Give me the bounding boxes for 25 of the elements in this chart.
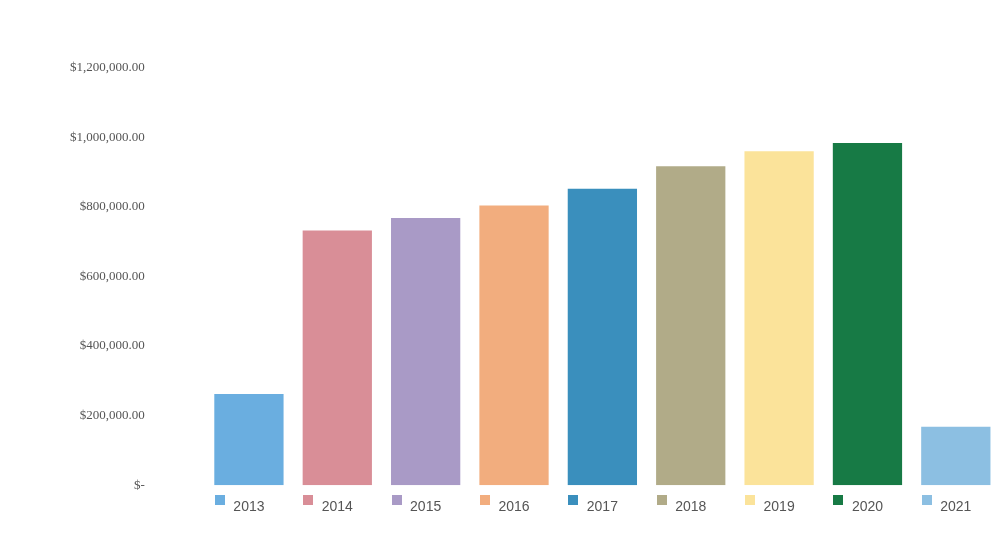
bar [567,188,638,486]
x-tick-label: 2015 [410,498,442,515]
bar [921,426,991,486]
y-tick-label: $1,000,000.00 [70,128,145,144]
x-tick-label: 2019 [763,498,795,515]
x-tick-label: 2017 [586,498,619,515]
bar [391,218,461,486]
x-tick-label: 2016 [498,498,530,515]
x-tick-label: 2018 [675,498,707,515]
y-tick-label: $200,000.00 [79,407,145,423]
x-tick-label: 2020 [851,498,884,515]
y-tick-label: $1,200,000.00 [70,59,145,75]
bar [479,205,549,486]
y-tick-label: $600,000.00 [79,267,145,283]
bar [744,151,814,486]
y-tick-label: $- [133,476,145,492]
x-tick-label: 2014 [321,498,354,515]
x-tick-label: 2021 [940,498,972,515]
x-tick-label: 2013 [233,498,265,515]
bar [214,394,284,486]
y-tick-label: $800,000.00 [79,198,145,214]
bar [656,166,726,486]
bar [832,142,903,486]
bar [302,230,372,486]
y-tick-label: $400,000.00 [79,337,145,353]
